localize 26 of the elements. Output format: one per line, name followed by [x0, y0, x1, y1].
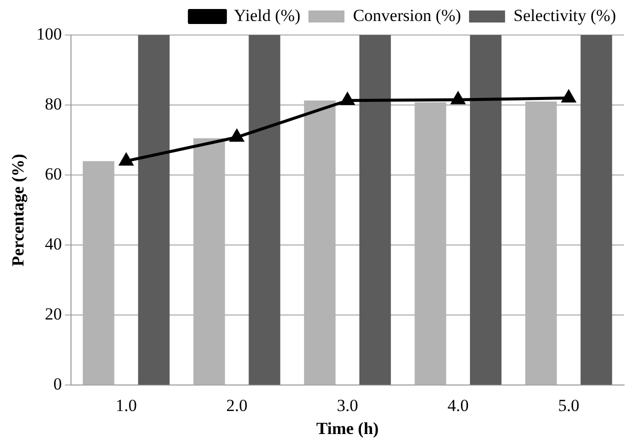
y-tick-label: 100 — [36, 24, 62, 44]
x-tick-label: 5.0 — [558, 396, 580, 415]
legend-label: Yield (%) — [234, 6, 300, 25]
y-tick-label: 40 — [44, 234, 62, 254]
point — [562, 90, 576, 103]
bar — [248, 35, 280, 385]
bar — [138, 35, 170, 385]
x-axis-title: Time (h) — [316, 419, 379, 438]
y-tick-label: 80 — [44, 94, 62, 114]
point — [451, 92, 465, 104]
x-tick-label: 2.0 — [226, 396, 248, 415]
y-axis-title: Percentage (%) — [8, 154, 28, 266]
legend-label: Selectivity (%) — [514, 6, 616, 25]
bar — [470, 35, 502, 385]
bar — [359, 35, 391, 385]
x-tick-label: 3.0 — [336, 396, 358, 415]
x-tick-label: 4.0 — [447, 396, 469, 415]
y-tick-label: 0 — [53, 374, 62, 394]
y-tick-label: 20 — [44, 304, 62, 324]
y-tick-label: 60 — [44, 164, 62, 184]
point — [230, 130, 244, 142]
x-tick-label: 1.0 — [116, 396, 137, 415]
point — [120, 154, 133, 166]
legend-label: Conversion (%) — [352, 6, 462, 25]
point — [340, 92, 354, 105]
bar — [580, 35, 612, 385]
